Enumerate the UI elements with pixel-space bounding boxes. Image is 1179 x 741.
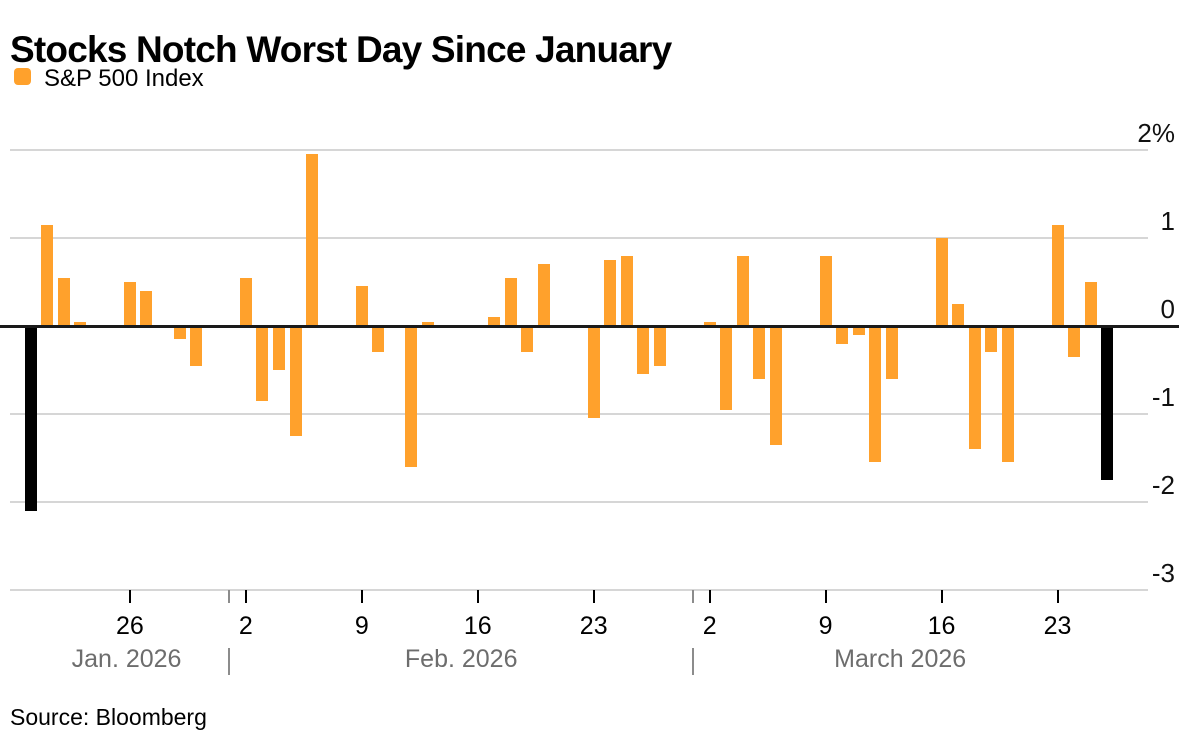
bar-feb-26 <box>637 326 650 375</box>
gridline <box>10 589 1148 591</box>
bar-feb-2 <box>239 277 252 326</box>
x-axis-tick <box>244 590 247 603</box>
bar-mar-10 <box>836 326 849 344</box>
bar-feb-12 <box>405 326 418 467</box>
bar-mar-17 <box>952 304 965 326</box>
month-separator-tick <box>692 590 695 603</box>
gridline <box>10 237 1148 239</box>
bar-feb-4 <box>272 326 285 370</box>
bar-mar-11 <box>852 326 865 335</box>
x-axis-tick <box>128 590 131 603</box>
bar-mar-26 <box>1101 326 1114 480</box>
x-axis-label: 23 <box>579 612 608 640</box>
bar-mar-9 <box>819 255 832 326</box>
bar-feb-13 <box>422 321 435 326</box>
bar-jan-29 <box>173 326 186 340</box>
month-separator <box>692 648 695 675</box>
bar-mar-19 <box>985 326 998 353</box>
y-axis-label: 1 <box>1160 206 1175 236</box>
bar-mar-3 <box>720 326 733 410</box>
y-axis-label: 2% <box>1137 118 1175 148</box>
bar-jan-27 <box>140 290 153 326</box>
x-axis-tick <box>476 590 479 603</box>
bar-feb-3 <box>256 326 269 401</box>
legend-swatch-icon <box>14 68 31 85</box>
bar-jan-30 <box>190 326 203 366</box>
x-axis-label: 9 <box>354 612 369 640</box>
x-axis-tick <box>592 590 595 603</box>
month-label: March 2026 <box>834 645 967 673</box>
zero-axis-line <box>0 325 1179 328</box>
legend-label: S&P 500 Index <box>44 65 204 92</box>
x-axis-label: 2 <box>702 612 717 640</box>
bar-feb-25 <box>620 255 633 326</box>
bar-mar-23 <box>1051 224 1064 326</box>
bar-jan-20 <box>24 326 37 511</box>
bar-jan-23 <box>74 321 87 326</box>
bar-jan-26 <box>123 282 136 326</box>
bar-mar-13 <box>885 326 898 379</box>
y-axis-label: -3 <box>1151 558 1175 588</box>
gridline <box>10 501 1148 503</box>
bar-feb-5 <box>289 326 302 436</box>
gridline <box>10 149 1148 151</box>
bar-mar-24 <box>1068 326 1081 357</box>
bar-mar-2 <box>703 321 716 326</box>
bar-jan-21 <box>41 224 54 326</box>
source-note: Source: Bloomberg <box>10 704 207 730</box>
bar-jan-22 <box>57 277 70 326</box>
x-axis-tick <box>708 590 711 603</box>
bar-mar-4 <box>736 255 749 326</box>
bar-mar-12 <box>869 326 882 463</box>
x-axis-tick <box>940 590 943 603</box>
y-axis-label: -2 <box>1151 470 1175 500</box>
bar-mar-6 <box>769 326 782 445</box>
chart-title: Stocks Notch Worst Day Since January <box>10 28 672 70</box>
y-axis-label: -1 <box>1151 382 1175 412</box>
bar-feb-9 <box>355 286 368 326</box>
x-axis-tick <box>1056 590 1059 603</box>
x-axis-label: 26 <box>115 612 144 640</box>
bar-feb-10 <box>372 326 385 353</box>
x-axis-label: 16 <box>463 612 492 640</box>
x-axis-label: 23 <box>1043 612 1072 640</box>
month-separator-tick <box>228 590 231 603</box>
gridline <box>10 413 1148 415</box>
bar-feb-23 <box>587 326 600 419</box>
bar-feb-20 <box>538 264 550 326</box>
bar-mar-5 <box>753 326 766 379</box>
x-axis-tick <box>360 590 363 603</box>
bar-mar-16 <box>935 238 948 326</box>
month-label: Jan. 2026 <box>71 645 182 673</box>
bar-feb-17 <box>488 317 501 326</box>
bar-mar-18 <box>968 326 981 450</box>
bar-feb-18 <box>504 277 517 326</box>
x-axis-label: 16 <box>927 612 956 640</box>
bar-feb-19 <box>521 326 534 353</box>
bar-feb-27 <box>653 326 666 366</box>
bar-mar-25 <box>1084 282 1097 326</box>
bar-mar-20 <box>1001 326 1014 463</box>
x-axis-tick <box>824 590 827 603</box>
bar-feb-24 <box>604 260 617 326</box>
month-label: Feb. 2026 <box>404 645 518 673</box>
x-axis-label: 2 <box>238 612 253 640</box>
month-separator <box>228 648 231 675</box>
x-axis-label: 9 <box>818 612 833 640</box>
bar-feb-6 <box>306 154 319 326</box>
y-axis-label: 0 <box>1160 294 1175 324</box>
